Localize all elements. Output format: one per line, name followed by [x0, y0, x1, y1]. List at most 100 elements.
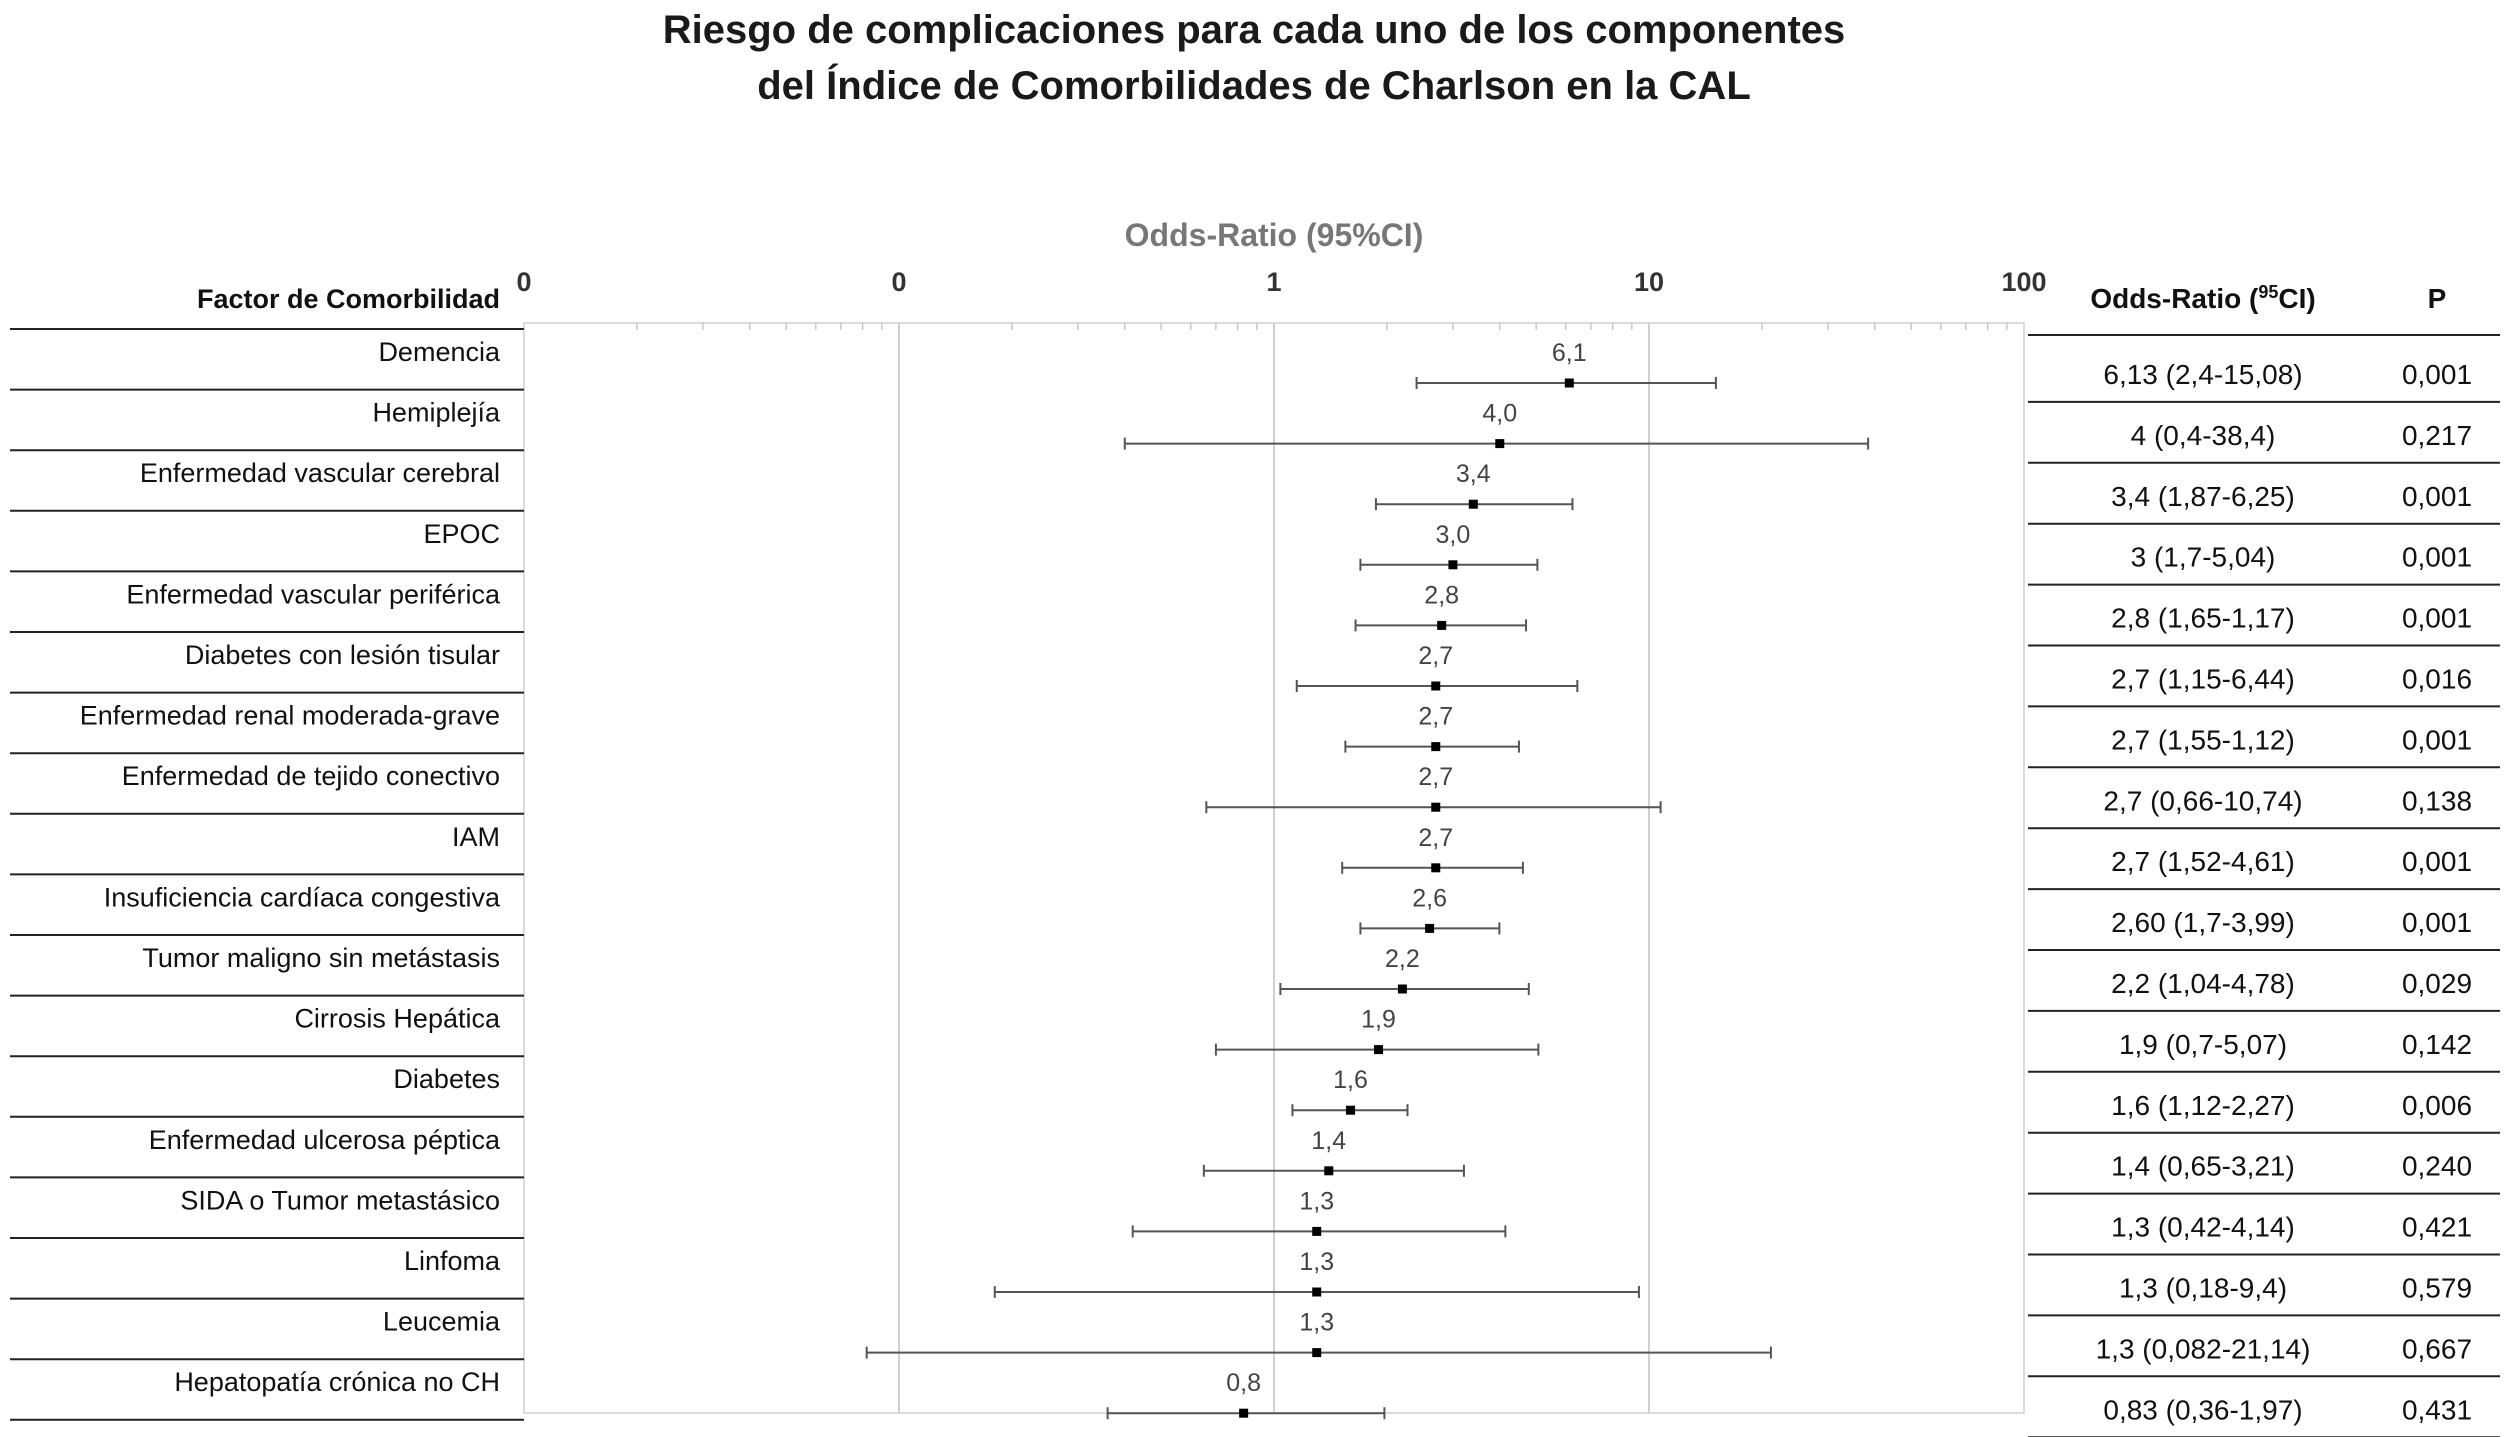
or-ci-column-header: Odds-Ratio (95CI): [2090, 282, 2315, 314]
factor-label: Demencia: [378, 337, 501, 367]
or-point: [1495, 439, 1505, 449]
or-point: [1431, 802, 1441, 812]
or-ci-value: 1,3 (0,082-21,14): [2096, 1333, 2311, 1364]
or-data-label: 2,6: [1412, 884, 1447, 912]
p-value: 0,579: [2402, 1273, 2472, 1304]
factor-label: Enfermedad de tejido conectivo: [122, 761, 500, 791]
factor-label: Leucemia: [383, 1307, 501, 1337]
p-value: 0,431: [2402, 1394, 2472, 1425]
factor-label: Enfermedad renal moderada-grave: [80, 701, 500, 731]
or-data-label: 4,0: [1482, 400, 1517, 428]
or-point: [1346, 1105, 1356, 1115]
or-data-label: 2,7: [1418, 824, 1453, 852]
p-value: 0,016: [2402, 664, 2472, 695]
or-data-label: 1,4: [1311, 1127, 1346, 1155]
x-tick-label: 100: [2001, 267, 2046, 297]
or-point: [1448, 560, 1458, 570]
or-ci-value: 2,7 (1,52-4,61): [2111, 846, 2295, 877]
or-data-label: 1,3: [1299, 1248, 1334, 1276]
or-data-label: 2,2: [1385, 945, 1420, 973]
or-data-label: 1,9: [1361, 1006, 1396, 1034]
p-value: 0,029: [2402, 968, 2472, 999]
or-ci-value: 2,7 (0,66-10,74): [2103, 785, 2302, 816]
factor-label: Hemiplejía: [372, 398, 501, 428]
or-ci-value: 3 (1,7-5,04): [2131, 542, 2276, 573]
factor-label: Diabetes: [393, 1064, 500, 1094]
or-point: [1312, 1226, 1322, 1236]
chart-title-line-2: del Índice de Comorbilidades de Charlson…: [757, 64, 1751, 108]
factor-label: IAM: [452, 822, 500, 852]
factor-label: Tumor maligno sin metástasis: [142, 943, 500, 973]
factor-label: Enfermedad vascular periférica: [126, 579, 501, 609]
p-value: 0,138: [2402, 785, 2472, 816]
or-ci-value: 2,8 (1,65-1,17): [2111, 603, 2295, 634]
or-data-label: 1,3: [1299, 1187, 1334, 1215]
p-value: 0,217: [2402, 420, 2472, 451]
or-ci-value: 4 (0,4-38,4): [2131, 420, 2276, 451]
or-data-label: 2,7: [1418, 703, 1453, 731]
or-ci-value: 6,13 (2,4-15,08): [2103, 359, 2302, 390]
or-data-label: 1,6: [1333, 1066, 1368, 1094]
or-ci-value: 1,4 (0,65-3,21): [2111, 1151, 2295, 1182]
or-data-label: 0,8: [1226, 1369, 1261, 1397]
x-tick-label: 0: [891, 267, 906, 297]
or-point: [1324, 1166, 1334, 1176]
or-data-label: 2,8: [1424, 581, 1459, 609]
p-value: 0,667: [2402, 1333, 2472, 1364]
or-ci-value: 0,83 (0,36-1,97): [2103, 1394, 2302, 1425]
factor-label: Enfermedad ulcerosa péptica: [149, 1125, 501, 1155]
or-point: [1564, 378, 1574, 388]
or-ci-value: 1,3 (0,18-9,4): [2119, 1273, 2287, 1304]
or-data-label: 6,1: [1552, 339, 1587, 367]
or-ci-value: 2,2 (1,04-4,78): [2111, 968, 2295, 999]
p-value: 0,001: [2402, 907, 2472, 938]
or-data-label: 3,4: [1456, 460, 1491, 488]
x-axis-title: Odds-Ratio (95%CI): [1125, 217, 1424, 253]
or-point: [1239, 1408, 1249, 1418]
or-data-label: 2,7: [1418, 642, 1453, 670]
p-value: 0,001: [2402, 542, 2472, 573]
factor-label: Cirrosis Hepática: [294, 1004, 501, 1034]
p-value: 0,240: [2402, 1151, 2472, 1182]
or-point: [1312, 1348, 1322, 1358]
factor-label: Insuficiencia cardíaca congestiva: [104, 882, 501, 912]
or-point: [1425, 923, 1435, 933]
or-point: [1468, 499, 1478, 509]
or-point: [1312, 1287, 1322, 1297]
p-value: 0,001: [2402, 359, 2472, 390]
x-tick-label: 1: [1266, 267, 1281, 297]
p-value: 0,001: [2402, 481, 2472, 512]
factor-label: SIDA o Tumor metastásico: [180, 1185, 500, 1215]
p-value: 0,001: [2402, 846, 2472, 877]
factor-label: Linfoma: [404, 1246, 501, 1276]
or-point: [1374, 1045, 1384, 1055]
or-ci-value: 1,6 (1,12-2,27): [2111, 1090, 2295, 1121]
or-ci-value: 2,60 (1,7-3,99): [2111, 907, 2295, 938]
p-value: 0,006: [2402, 1090, 2472, 1121]
x-tick-label: 0: [516, 267, 531, 297]
p-value: 0,001: [2402, 724, 2472, 755]
or-data-label: 3,0: [1436, 521, 1471, 549]
or-point: [1431, 863, 1441, 873]
factor-label: EPOC: [423, 519, 500, 549]
or-point: [1397, 984, 1407, 994]
factor-label: Hepatopatía crónica no CH: [174, 1367, 500, 1397]
p-value: 0,421: [2402, 1212, 2472, 1243]
or-point: [1437, 620, 1447, 630]
factor-label: Diabetes con lesión tisular: [185, 640, 500, 670]
or-data-label: 2,7: [1418, 763, 1453, 791]
factor-label: Enfermedad vascular cerebral: [140, 458, 500, 488]
or-ci-value: 3,4 (1,87-6,25): [2111, 481, 2295, 512]
chart-title: Riesgo de complicaciones para cada uno d…: [0, 2, 2508, 114]
or-data-label: 1,3: [1299, 1309, 1334, 1337]
p-value: 0,142: [2402, 1029, 2472, 1060]
or-ci-value: 1,9 (0,7-5,07): [2119, 1029, 2287, 1060]
or-point: [1431, 681, 1441, 691]
x-tick-label: 10: [1634, 267, 1664, 297]
chart-title-line-1: Riesgo de complicaciones para cada uno d…: [662, 8, 1846, 52]
or-ci-value: 2,7 (1,55-1,12): [2111, 724, 2295, 755]
or-point: [1431, 742, 1441, 752]
or-ci-value: 2,7 (1,15-6,44): [2111, 664, 2295, 695]
p-value: 0,001: [2402, 603, 2472, 634]
